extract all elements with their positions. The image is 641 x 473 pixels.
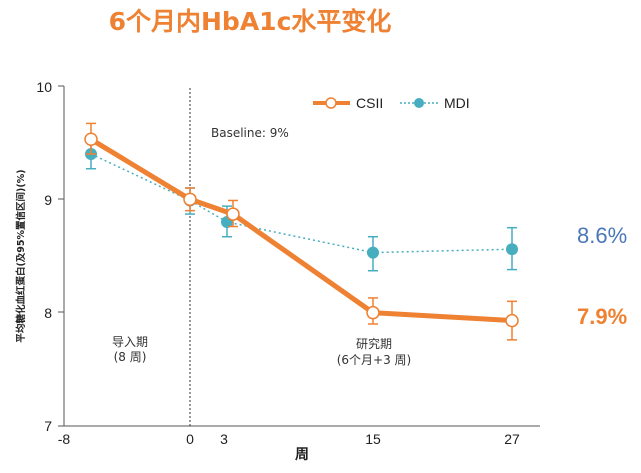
chart-title: 6个月内HbA1c水平变化 bbox=[109, 7, 392, 36]
csii-data-point bbox=[183, 192, 197, 207]
y-axis-title: 平均糖化血红蛋白(及95%置信区间)(%) bbox=[15, 169, 27, 342]
legend-csii-label: CSII bbox=[356, 95, 383, 111]
legend: CSII MDI bbox=[313, 95, 470, 111]
y-tick-label-10: 10 bbox=[36, 79, 52, 95]
mdi-end-value-label: 8.6% bbox=[577, 223, 627, 248]
mdi-data-point bbox=[506, 243, 518, 256]
csii-series-line bbox=[89, 137, 513, 324]
study-phase-duration: (6个月+3 周) bbox=[337, 353, 412, 367]
run-in-phase-label: 导入期 bbox=[112, 335, 148, 349]
study-phase-label: 研究期 bbox=[356, 336, 392, 351]
y-tick-marks bbox=[58, 85, 64, 427]
csii-end-value-label: 7.9% bbox=[577, 304, 627, 329]
y-tick-label-8: 8 bbox=[44, 305, 52, 321]
series-layer bbox=[84, 122, 519, 341]
legend-csii-marker bbox=[325, 97, 337, 109]
legend-mdi-marker bbox=[414, 98, 424, 108]
csii-data-point bbox=[366, 305, 380, 320]
x-tick-label-0: 0 bbox=[186, 431, 194, 447]
x-tick-label-neg8: -8 bbox=[58, 431, 71, 447]
x-tick-label-3: 3 bbox=[220, 431, 228, 447]
csii-data-point bbox=[226, 207, 240, 221]
legend-mdi-label: MDI bbox=[444, 95, 470, 111]
csii-data-point bbox=[84, 132, 98, 147]
mdi-data-point bbox=[367, 246, 379, 259]
x-tick-label-27: 27 bbox=[504, 431, 520, 447]
x-axis-title: 周 bbox=[295, 447, 309, 463]
y-tick-label-7: 7 bbox=[44, 418, 52, 434]
run-in-phase-duration: (8 周) bbox=[114, 350, 147, 364]
csii-data-point bbox=[505, 313, 519, 328]
x-tick-label-15: 15 bbox=[365, 431, 381, 447]
y-tick-label-9: 9 bbox=[44, 192, 52, 208]
mdi-series-line bbox=[90, 153, 513, 254]
baseline-note: Baseline: 9% bbox=[211, 126, 289, 140]
